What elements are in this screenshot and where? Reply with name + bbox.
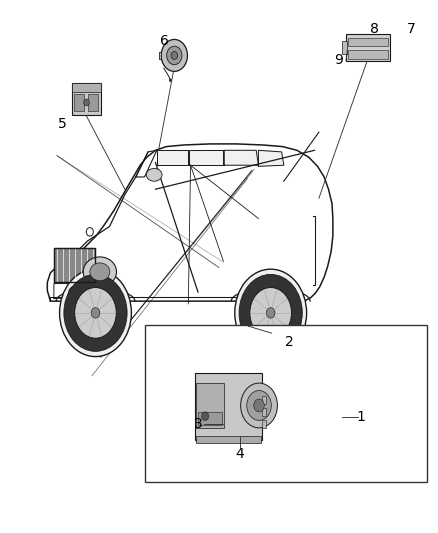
Text: 8: 8 [370, 22, 379, 36]
Bar [195, 383, 224, 428]
Circle shape [254, 399, 264, 412]
Polygon shape [189, 150, 223, 165]
Text: 3: 3 [194, 417, 202, 431]
Circle shape [64, 274, 127, 351]
Circle shape [161, 39, 187, 71]
Bar [88, 94, 98, 111]
Bar [198, 412, 222, 425]
Bar [54, 248, 95, 282]
Bar [54, 248, 95, 282]
Circle shape [247, 391, 271, 421]
Circle shape [167, 46, 182, 64]
Ellipse shape [146, 168, 162, 181]
Bar [262, 420, 266, 428]
Bar [145, 325, 427, 482]
Circle shape [171, 52, 178, 60]
Bar [342, 41, 347, 54]
Circle shape [60, 269, 131, 357]
Bar [72, 83, 101, 115]
Polygon shape [159, 52, 161, 59]
Polygon shape [258, 150, 284, 166]
Bar [348, 38, 388, 46]
Text: 1: 1 [356, 410, 365, 424]
Bar [346, 34, 390, 61]
Circle shape [74, 287, 117, 338]
Polygon shape [224, 150, 258, 165]
Bar [348, 50, 388, 59]
FancyBboxPatch shape [194, 374, 262, 440]
Circle shape [266, 308, 275, 318]
Circle shape [201, 412, 208, 421]
Bar [195, 437, 261, 443]
Circle shape [84, 99, 89, 106]
Text: 7: 7 [407, 22, 416, 36]
Text: 6: 6 [160, 34, 169, 47]
Text: 5: 5 [58, 117, 67, 131]
Circle shape [250, 287, 292, 338]
Text: 4: 4 [236, 447, 244, 461]
Bar [262, 397, 266, 405]
Bar [262, 408, 266, 416]
Text: 2: 2 [285, 335, 293, 349]
Text: 9: 9 [334, 53, 343, 67]
Ellipse shape [69, 286, 85, 298]
Circle shape [239, 274, 302, 351]
Circle shape [91, 308, 100, 318]
Bar [74, 94, 84, 111]
Ellipse shape [90, 263, 110, 281]
Ellipse shape [83, 257, 117, 287]
Circle shape [170, 79, 171, 82]
Circle shape [235, 269, 307, 357]
Bar [72, 83, 101, 92]
Circle shape [240, 383, 277, 428]
Polygon shape [157, 150, 188, 165]
